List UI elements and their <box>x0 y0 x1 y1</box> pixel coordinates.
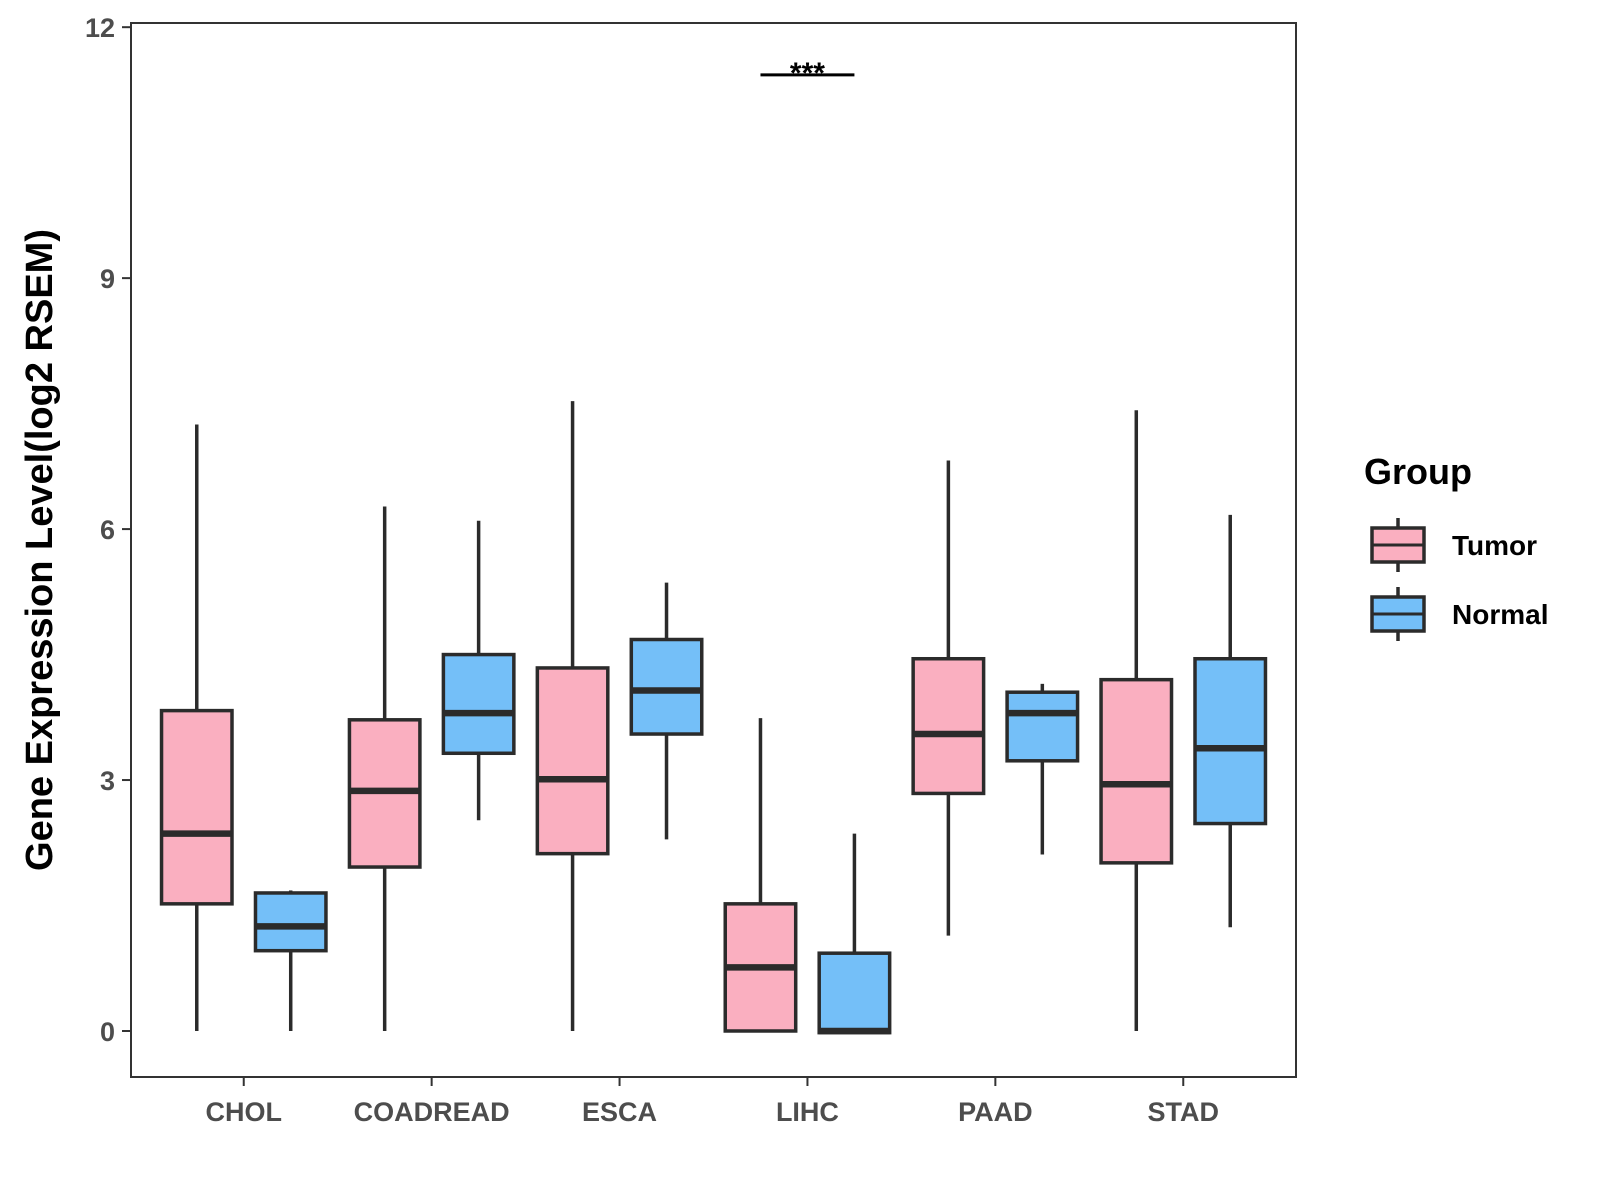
box-tumor-lihc <box>723 718 798 1033</box>
box-body <box>253 891 328 953</box>
box-body <box>629 637 704 736</box>
x-tick-label: ESCA <box>582 1097 657 1127</box>
box-body <box>1193 656 1268 826</box>
y-axis: 0 3 6 9 12 <box>85 13 131 1047</box>
box-body <box>1005 690 1080 763</box>
box-body <box>159 708 234 906</box>
box-tumor-coadread <box>347 506 422 1031</box>
x-tick-label: CHOL <box>205 1097 282 1127</box>
box-tumor-chol <box>159 424 234 1031</box>
y-tick-label: 3 <box>100 766 115 796</box>
box-tumor-esca <box>535 401 610 1031</box>
box-body <box>535 666 610 856</box>
box-normal-esca <box>629 582 704 840</box>
legend: Group Tumor Normal <box>1364 451 1548 641</box>
y-tick-label: 6 <box>100 515 115 545</box>
legend-label-normal: Normal <box>1452 599 1548 630</box>
significance-label: *** <box>790 57 825 90</box>
legend-key-tumor <box>1370 518 1426 572</box>
legend-label-tumor: Tumor <box>1452 530 1537 561</box>
x-tick-label: PAAD <box>958 1097 1033 1127</box>
box-normal-chol <box>253 890 328 1031</box>
x-axis: CHOL COADREAD ESCA LIHC PAAD STAD <box>205 1077 1219 1127</box>
y-tick-label: 9 <box>100 264 115 294</box>
box-normal-stad <box>1193 514 1268 928</box>
box-normal-paad <box>1005 683 1080 855</box>
y-axis-title: Gene Expression Level(log2 RSEM) <box>19 229 61 871</box>
box-body <box>817 951 892 1035</box>
legend-key-normal <box>1370 587 1426 641</box>
box-normal-coadread <box>441 520 516 821</box>
x-tick-label: LIHC <box>776 1097 839 1127</box>
box-tumor-paad <box>911 460 986 936</box>
box-normal-lihc <box>817 833 892 1035</box>
box-tumor-stad <box>1099 410 1174 1031</box>
x-tick-label: COADREAD <box>354 1097 510 1127</box>
significance-annotations: *** <box>760 57 855 90</box>
legend-title: Group <box>1364 451 1472 492</box>
y-tick-label: 0 <box>100 1017 115 1047</box>
x-tick-label: STAD <box>1148 1097 1220 1127</box>
y-tick-label: 12 <box>85 13 115 43</box>
box-body <box>911 656 986 796</box>
box-body <box>441 652 516 756</box>
box-series <box>159 401 1268 1035</box>
box-body <box>1099 677 1174 865</box>
